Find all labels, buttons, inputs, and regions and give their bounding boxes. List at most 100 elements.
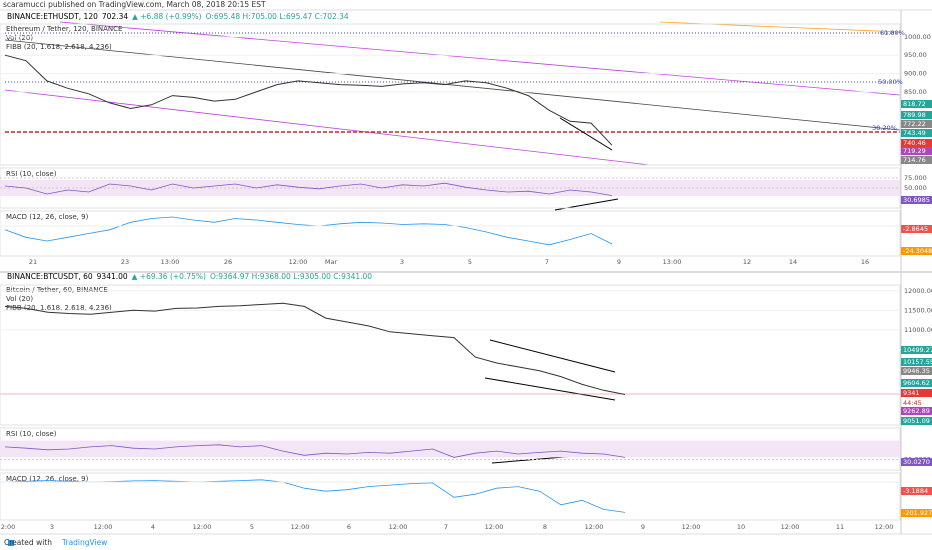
price-tag: 789.98 xyxy=(903,111,926,119)
price-tag: 10499.27 xyxy=(903,346,932,354)
price-tag-bg xyxy=(901,156,932,164)
footer-brand: TradingView xyxy=(61,538,107,547)
macd-tag-bg xyxy=(901,487,932,495)
price-tag: 740.46 xyxy=(903,139,926,147)
price-tag: 743.49 xyxy=(903,129,926,137)
x-tick-label: 12:00 xyxy=(389,523,408,531)
x-tick-label: 3 xyxy=(50,523,54,531)
x-tick-label: 12:00 xyxy=(781,523,800,531)
x-tick-label: 16 xyxy=(861,258,869,266)
x-tick-label: 21 xyxy=(29,258,37,266)
x-tick-label: 13:00 xyxy=(161,258,180,266)
price-tag-bg xyxy=(901,379,932,387)
rsi-line xyxy=(4,444,626,458)
rsi-tag: 30.6985 xyxy=(903,196,930,204)
fib-label: 61.80% xyxy=(880,29,905,37)
legend-entry: FIBB (20, 1.618, 2.618, 4.236) xyxy=(6,304,112,312)
x-tick-label: 12:00 xyxy=(875,523,894,531)
x-tick-label: 10 xyxy=(737,523,745,531)
macd-tag-bg xyxy=(901,247,932,255)
x-tick-label: 26 xyxy=(224,258,232,266)
y-tick-label: 900.00 xyxy=(904,70,927,78)
rsi-tag-bg xyxy=(901,196,932,204)
x-tick-label: 2:00 xyxy=(1,523,16,531)
y-tick-label: 11000.00 xyxy=(904,326,932,334)
y-tick-label: 1000.00 xyxy=(904,33,931,41)
price-tag: 772.22 xyxy=(903,120,926,128)
legend-entry: Vol (20) xyxy=(6,34,33,42)
header-title: BINANCE:BTCUSDT, 60 xyxy=(7,272,93,281)
y-tick-label: 11500.00 xyxy=(904,306,932,314)
footer-created: Created with xyxy=(4,538,52,547)
x-tick-label: 12:00 xyxy=(289,258,308,266)
trend-line xyxy=(559,117,613,151)
x-tick-label: 3 xyxy=(400,258,404,266)
x-tick-label: 8 xyxy=(543,523,547,531)
y-tick-label: 50.000 xyxy=(904,184,927,192)
rsi-label: RSI (10, close) xyxy=(6,430,57,438)
x-tick-label: 12:00 xyxy=(94,523,113,531)
x-tick-label: 13:00 xyxy=(663,258,682,266)
x-tick-label: 4 xyxy=(151,523,155,531)
price-tag-bg xyxy=(901,139,932,147)
symbol-header: BINANCE:BTCUSDT, 60 9341.00 ▲ +69.36 (+0.7… xyxy=(7,272,372,281)
price-tag: 9262.89 xyxy=(903,407,930,415)
macd-label: MACD (12, 26, close, 9) xyxy=(6,213,89,221)
trend-line xyxy=(59,21,901,96)
x-tick-label: 12:00 xyxy=(291,523,310,531)
x-tick-label: 5 xyxy=(468,258,472,266)
header-last: 9341.00 xyxy=(97,272,128,281)
x-tick-label: 11 xyxy=(836,523,844,531)
legend-entry: Ethereum / Tether, 120, BINANCE xyxy=(6,25,122,33)
y-tick-label: 950.00 xyxy=(904,51,927,59)
macd-tag: -3.1884 xyxy=(903,487,928,495)
price-tag-bg xyxy=(901,129,932,137)
rsi-band xyxy=(0,440,900,458)
y-tick-label: 75.000 xyxy=(904,174,927,182)
legend-entry: Bitcoin / Tether, 60, BINANCE xyxy=(6,286,108,294)
x-tick-label: 7 xyxy=(444,523,448,531)
price-tag: 818.72 xyxy=(903,100,926,108)
x-tick-label: 12:00 xyxy=(193,523,212,531)
publisher: scaramucci published on TradingView.com,… xyxy=(3,0,266,9)
rsi-tag-bg xyxy=(901,458,932,466)
price-tag-bg xyxy=(901,100,932,108)
y-tick-label: 12000.00 xyxy=(904,287,932,295)
fib-label: 38.20% xyxy=(872,124,897,132)
rsi-label: RSI (10, close) xyxy=(6,170,57,178)
header-title: BINANCE:ETHUSDT, 120 xyxy=(7,12,98,21)
price-line xyxy=(4,302,626,395)
price-tag: 9946.35 xyxy=(903,367,930,375)
x-tick-label: 12:00 xyxy=(585,523,604,531)
x-tick-label: 23 xyxy=(121,258,129,266)
header-last: 702.34 xyxy=(102,12,128,21)
x-tick-label: 12:00 xyxy=(682,523,701,531)
price-tag-bg xyxy=(901,147,932,155)
rsi-tag: 30.0270 xyxy=(903,458,930,466)
macd-tag: -201.9275 xyxy=(903,509,932,517)
x-tick-label: 9 xyxy=(641,523,645,531)
macd-tag-bg xyxy=(901,225,932,233)
trend-line xyxy=(489,339,616,373)
x-tick-label: 6 xyxy=(347,523,351,531)
price-tag-bg xyxy=(901,389,932,397)
panel-macd xyxy=(0,210,901,257)
macd-tag: -2.8645 xyxy=(903,225,928,233)
trend-line xyxy=(4,89,651,166)
header-change: ▲ +6.88 (+0.99%) xyxy=(132,12,202,21)
x-tick-label: 9 xyxy=(617,258,621,266)
macd-label: MACD (12, 26, close, 9) xyxy=(6,475,89,483)
macd-tag: -24.3048 xyxy=(903,247,932,255)
price-tag: 9341 xyxy=(903,389,920,397)
price-tag-bg xyxy=(901,358,932,366)
legend-entry: Vol (20) xyxy=(6,295,33,303)
price-tag: 719.29 xyxy=(903,147,926,155)
price-tag-bg xyxy=(901,367,932,375)
y-tick-label: 850.00 xyxy=(904,88,927,96)
macd-line xyxy=(4,216,613,246)
symbol-header: BINANCE:ETHUSDT, 120 702.34 ▲ +6.88 (+0.99… xyxy=(7,12,349,21)
macd-tag-bg xyxy=(901,509,932,517)
trend-line xyxy=(484,377,616,401)
header-ohlc: O:9364.97 H:9368.00 L:9305.00 C:9341.00 xyxy=(210,272,372,281)
